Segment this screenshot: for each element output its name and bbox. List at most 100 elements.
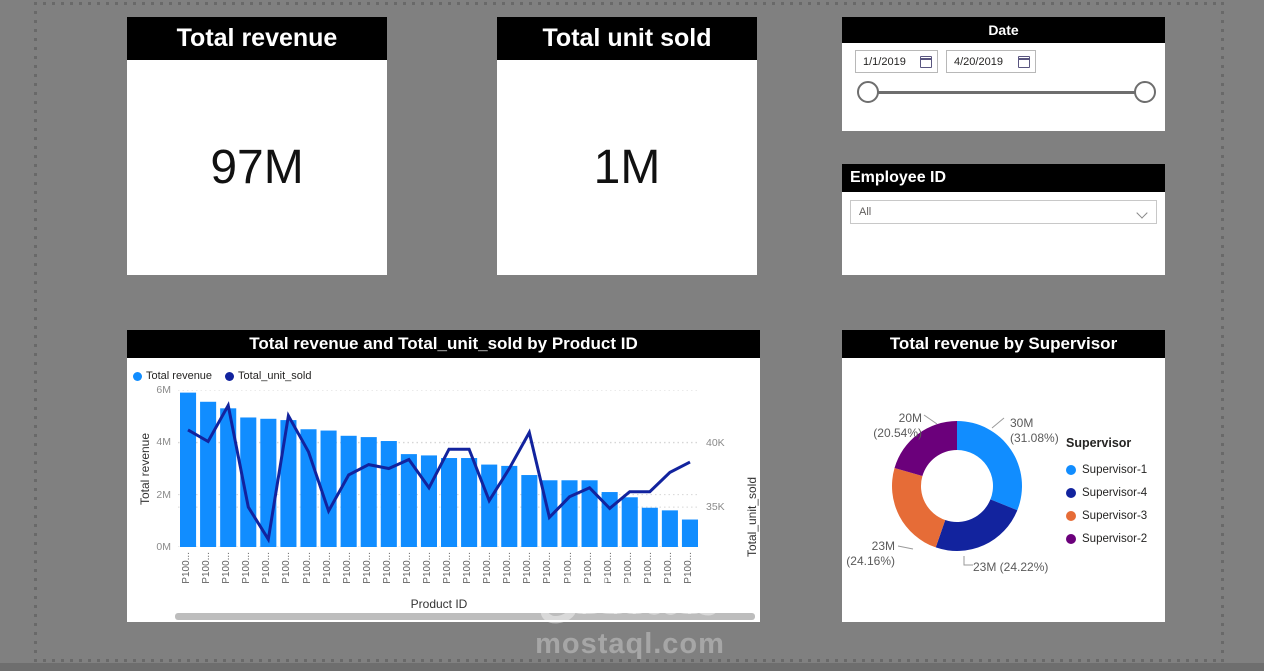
card-total-revenue: Total revenue 97M [127, 17, 387, 275]
card-total-revenue-title: Total revenue [127, 17, 387, 60]
donut-legend-item-supervisor-2[interactable]: Supervisor-2 [1066, 527, 1147, 550]
donut-chart-card: Total revenue by Supervisor Supervisor S… [842, 330, 1165, 622]
combo-chart-legend: Total revenue Total_unit_sold [133, 370, 311, 382]
date-slicer-title: Date [842, 17, 1165, 43]
left-axis-tick: 0M [156, 541, 171, 553]
legend-item-total-unit-sold[interactable]: Total_unit_sold [225, 370, 311, 382]
right-axis-tick: 40K [706, 436, 725, 449]
date-range-handle-start[interactable] [857, 81, 879, 103]
bar[interactable] [501, 465, 518, 547]
date-end-value: 4/20/2019 [954, 55, 1003, 68]
legend-label: Total_unit_sold [238, 370, 312, 382]
legend-label: Supervisor-2 [1082, 532, 1148, 545]
legend-dot [1066, 510, 1076, 521]
combo-plot [178, 390, 700, 547]
bar[interactable] [220, 408, 237, 547]
donut-chart-title: Total revenue by Supervisor [842, 330, 1165, 358]
bar[interactable] [681, 519, 698, 547]
legend-label: Supervisor-4 [1082, 486, 1148, 499]
bar[interactable] [340, 435, 357, 547]
legend-dot [1066, 533, 1076, 544]
chart-horizontal-scrollbar[interactable] [175, 613, 755, 620]
donut-slice-supervisor-2[interactable] [894, 421, 957, 477]
card-total-revenue-value: 97M [210, 141, 304, 194]
selection-border-right [1221, 2, 1224, 662]
x-axis-category-label: P100... [261, 552, 273, 584]
x-axis-category-label: P100... [401, 552, 413, 584]
donut-legend-item-supervisor-1[interactable]: Supervisor-1 [1066, 458, 1147, 481]
x-axis-category-label: P100... [301, 552, 313, 584]
x-axis-title: Product ID [410, 597, 468, 611]
bar[interactable] [180, 392, 197, 547]
donut-legend-item-supervisor-4[interactable]: Supervisor-4 [1066, 481, 1147, 504]
card-total-unit-sold-value: 1M [593, 141, 661, 194]
bar[interactable] [601, 492, 618, 547]
x-axis-category-label: P100... [341, 552, 353, 584]
right-axis-tick: 35K [706, 501, 725, 514]
employee-slicer-title: Employee ID [842, 164, 1165, 192]
combo-chart-title: Total revenue and Total_unit_sold by Pro… [127, 330, 760, 358]
x-axis-category-label: P100... [201, 552, 213, 584]
employee-dropdown-value: All [859, 206, 872, 218]
bar[interactable] [621, 497, 638, 547]
donut-slice-supervisor-1[interactable] [957, 421, 1022, 511]
left-axis-tick: 2M [156, 488, 171, 501]
bar[interactable] [561, 480, 578, 547]
combo-chart-card: Total revenue and Total_unit_sold by Pro… [127, 330, 760, 622]
bar[interactable] [320, 430, 337, 547]
calendar-icon[interactable] [920, 55, 932, 68]
selection-border-top [34, 2, 1224, 5]
selection-border-bottom [34, 659, 1224, 662]
bar[interactable] [400, 454, 417, 547]
watermark-logo: مستقل [537, 558, 723, 627]
chevron-down-icon[interactable] [1138, 207, 1148, 217]
donut-label-supervisor-4: 23M (24.22%) [973, 560, 1049, 574]
date-range-handle-end[interactable] [1134, 81, 1156, 103]
x-axis-category-label: P100... [421, 552, 433, 584]
bar[interactable] [661, 510, 678, 547]
legend-dot [1066, 487, 1076, 498]
x-axis-category-label: P100... [321, 552, 333, 584]
legend-item-total-revenue[interactable]: Total revenue [133, 370, 212, 382]
calendar-icon[interactable] [1018, 55, 1030, 68]
legend-dot [133, 371, 142, 381]
bar[interactable] [360, 437, 377, 547]
bar[interactable] [441, 458, 458, 547]
canvas-bottom-strip [0, 663, 1264, 671]
bar[interactable] [581, 480, 598, 547]
legend-label: Supervisor-3 [1082, 509, 1148, 522]
legend-dot [1066, 464, 1076, 475]
x-axis-category-label: P100... [361, 552, 373, 584]
selection-border-left [34, 2, 37, 662]
donut-label-supervisor-1: 30M (31.08%) [1010, 416, 1059, 445]
date-range-track[interactable] [868, 91, 1145, 94]
x-axis-category-label: P100... [221, 552, 233, 584]
card-total-unit-sold: Total unit sold 1M [497, 17, 757, 275]
donut-plot [892, 414, 1022, 566]
x-axis-category-label: P100... [241, 552, 253, 584]
date-start-input[interactable]: 1/1/2019 [855, 50, 938, 73]
date-slicer: Date 1/1/2019 4/20/2019 [842, 17, 1165, 131]
employee-dropdown[interactable]: All [850, 200, 1157, 224]
bar[interactable] [300, 429, 317, 547]
bar[interactable] [380, 441, 397, 547]
date-end-input[interactable]: 4/20/2019 [946, 50, 1036, 73]
bar[interactable] [420, 455, 437, 547]
bar[interactable] [521, 475, 538, 547]
bar[interactable] [200, 401, 217, 547]
right-axis-title: Total_unit_sold [745, 476, 760, 558]
card-total-unit-sold-title: Total unit sold [497, 17, 757, 60]
donut-label-supervisor-2: 20M (20.54%) [873, 411, 922, 440]
donut-slice-supervisor-3[interactable] [892, 468, 946, 548]
line-series[interactable] [187, 401, 691, 544]
bar[interactable] [280, 420, 297, 547]
left-axis-tick: 4M [156, 436, 171, 449]
x-axis-category-label: P100... [381, 552, 393, 584]
x-axis-category-label: P100... [442, 552, 454, 584]
donut-slice-supervisor-4[interactable] [935, 499, 1018, 551]
bar[interactable] [461, 458, 478, 547]
bar[interactable] [641, 507, 658, 547]
legend-label: Total revenue [146, 370, 213, 382]
donut-legend-item-supervisor-3[interactable]: Supervisor-3 [1066, 504, 1147, 527]
bar[interactable] [481, 464, 498, 547]
